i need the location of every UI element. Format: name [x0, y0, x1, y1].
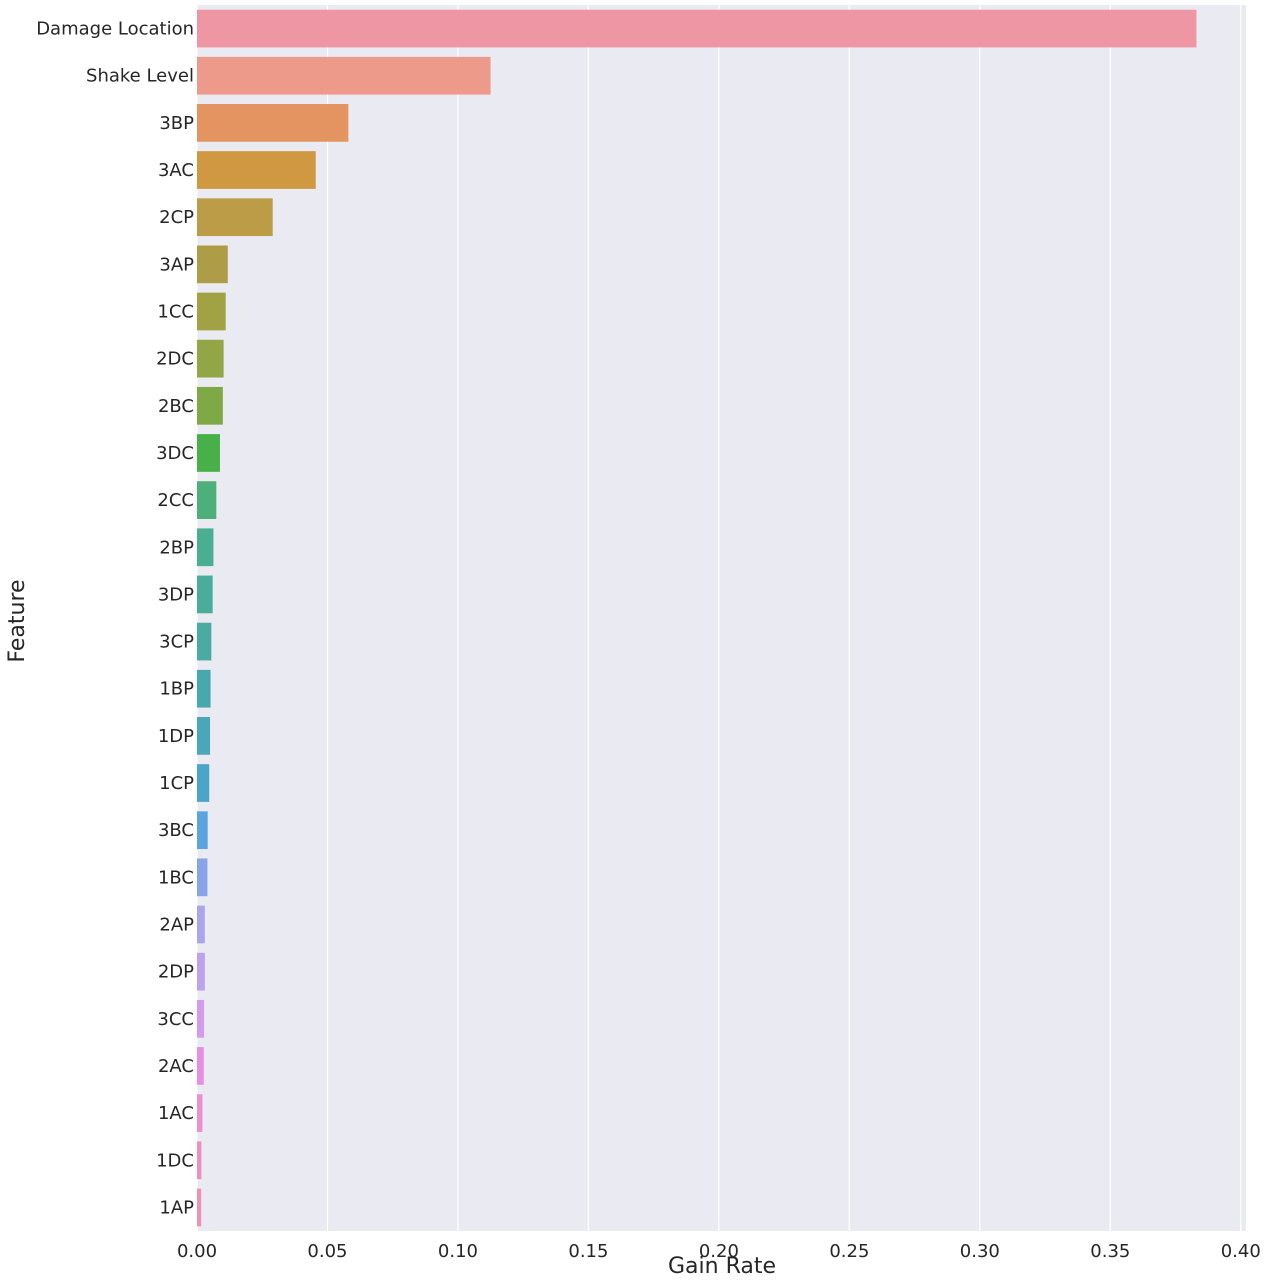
x-axis-title: Gain Rate — [668, 1254, 776, 1279]
bar-1dp — [197, 717, 211, 755]
bar-2cp — [197, 198, 273, 237]
bar-1bc — [197, 858, 208, 897]
y-tick-label: 1BP — [159, 679, 194, 700]
y-axis-title: Feature — [5, 579, 30, 662]
x-tick-label: 0.15 — [568, 1241, 608, 1262]
gridlines — [196, 5, 1242, 1231]
bar-3cc — [197, 999, 205, 1038]
bars — [197, 9, 1197, 1227]
bar-2bc — [197, 386, 223, 425]
y-tick-label: 1DP — [158, 726, 194, 747]
x-tick-label: 0.05 — [307, 1241, 347, 1262]
y-tick-label: 2AC — [158, 1056, 194, 1077]
x-tick-label: 0.25 — [829, 1241, 869, 1262]
y-tick-label: 2BC — [158, 396, 194, 417]
bar-1dc — [197, 1141, 202, 1180]
y-tick-label: 1AP — [159, 1197, 194, 1218]
y-tick-label: 3CC — [157, 1009, 194, 1030]
y-tick-label: Shake Level — [86, 66, 194, 87]
bar-1cp — [197, 764, 210, 802]
bar-2ac — [197, 1047, 204, 1085]
y-tick-labels: Damage Location Shake Level 3BP 3AC 2CP 3AP 1C… — [36, 19, 194, 1219]
y-tick-label: 2DC — [156, 349, 194, 370]
bar-2cc — [197, 481, 217, 519]
bar-2dc — [197, 339, 224, 378]
y-tick-label: 1DC — [156, 1150, 194, 1171]
y-tick-label: 2CC — [157, 490, 194, 511]
y-tick-label: 1CC — [157, 302, 194, 323]
bar-1cc — [197, 292, 226, 331]
y-tick-label: 3BC — [158, 820, 194, 841]
y-tick-label: 2AP — [159, 915, 194, 936]
bar-3cp — [197, 622, 212, 661]
bar-1ap — [197, 1188, 202, 1227]
bar-3dp — [197, 575, 213, 614]
plot-background — [197, 5, 1246, 1231]
x-tick-label: 0.20 — [699, 1241, 739, 1262]
y-tick-label: 1AC — [158, 1103, 194, 1124]
y-tick-label: 3CP — [159, 632, 194, 653]
y-tick-label: 2BP — [159, 537, 194, 558]
bar-3ap — [197, 245, 228, 284]
bar-3bp — [197, 104, 349, 142]
y-tick-label: 1CP — [159, 773, 194, 794]
x-tick-label: 0.35 — [1090, 1241, 1130, 1262]
y-tick-label: 2DP — [158, 962, 194, 983]
y-tick-label: 3AC — [158, 160, 194, 181]
y-tick-label: 3BP — [159, 113, 194, 134]
y-tick-label: 3DC — [156, 443, 194, 464]
bar-1ac — [197, 1094, 203, 1132]
bar-3bc — [197, 811, 208, 850]
y-tick-label: Damage Location — [36, 19, 194, 40]
bar-2dp — [197, 952, 205, 991]
bar-3dc — [197, 434, 220, 472]
bar-1bp — [197, 669, 211, 708]
x-tick-label: 0.00 — [177, 1241, 217, 1262]
bar-2ap — [197, 905, 205, 944]
y-tick-label: 3DP — [158, 584, 194, 605]
x-tick-label: 0.40 — [1221, 1241, 1261, 1262]
bar-3ac — [197, 151, 316, 189]
y-tick-label: 3AP — [159, 254, 194, 275]
y-tick-label: 2CP — [159, 207, 194, 228]
x-tick-label: 0.10 — [438, 1241, 478, 1262]
bar-damage-location — [197, 9, 1197, 48]
bar-2bp — [197, 528, 214, 567]
x-tick-labels: 0.00 0.05 0.10 0.15 0.20 0.25 0.30 0.35 0.40 — [177, 1241, 1261, 1262]
y-tick-label: 1BC — [158, 867, 194, 888]
bar-shake-level — [197, 56, 491, 95]
x-tick-label: 0.30 — [960, 1241, 1000, 1262]
